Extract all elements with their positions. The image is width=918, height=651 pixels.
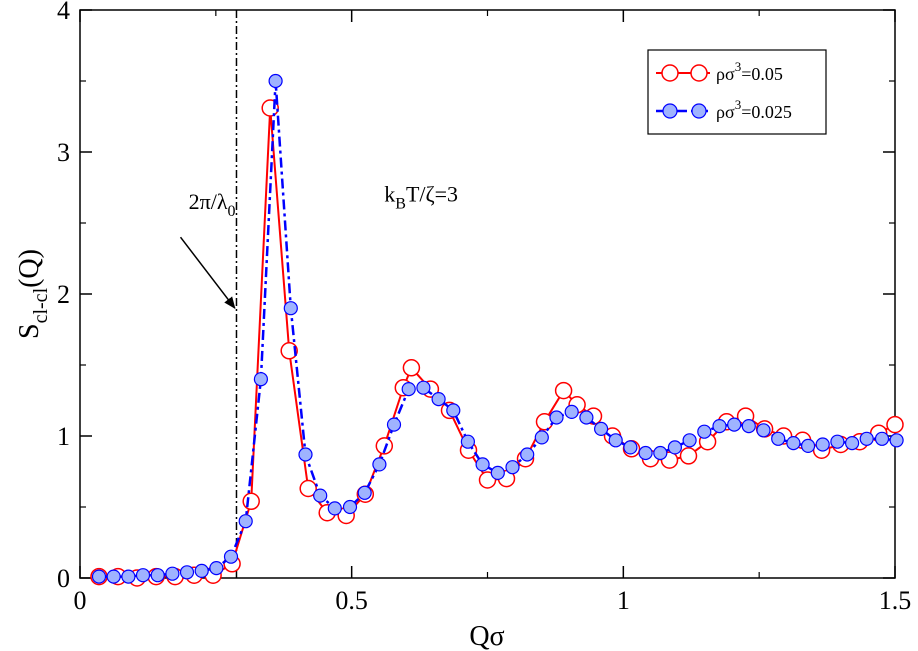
data-point (135, 568, 151, 583)
data-point (653, 445, 668, 461)
y-tick-labels: 0 1 2 3 4 (57, 0, 70, 593)
annotation-wavelength: 2π/λ0 (189, 189, 236, 220)
data-point (342, 499, 358, 515)
y-tick-label: 3 (57, 138, 70, 167)
data-point (741, 419, 756, 434)
data-point (623, 440, 638, 455)
legend-marker-series-1b (690, 64, 708, 82)
data-point (534, 430, 549, 445)
x-tick-label: 1.5 (879, 586, 912, 615)
data-point (490, 465, 505, 480)
data-point (298, 447, 313, 462)
axis-ticks (79, 9, 896, 579)
annotation-arrow (179, 236, 236, 309)
data-point (886, 415, 904, 434)
data-point (313, 488, 328, 503)
data-point (756, 423, 771, 438)
data-point (121, 569, 136, 584)
data-point (475, 457, 490, 472)
data-point (505, 460, 520, 475)
data-point (283, 301, 298, 316)
series-layer (90, 73, 904, 587)
data-point (446, 403, 461, 418)
x-tick-label: 0 (74, 586, 87, 615)
data-point (223, 549, 239, 564)
y-tick-label: 0 (57, 564, 70, 593)
data-point (460, 434, 475, 449)
annotation-temperature: kBT/ζ=3 (384, 182, 458, 213)
data-point (165, 566, 180, 581)
data-point (253, 372, 268, 387)
series-line (99, 80, 897, 578)
data-point (844, 436, 860, 451)
x-tick-label: 1 (617, 586, 630, 615)
data-point (372, 457, 387, 472)
data-point (554, 381, 573, 400)
legend-entry-series-1: ρσ3=0.05 (656, 59, 783, 84)
data-point (402, 359, 421, 377)
legend-marker-series-2 (662, 103, 678, 119)
data-point (179, 565, 195, 580)
data-point (638, 445, 653, 461)
data-point (889, 433, 904, 448)
data-point (859, 431, 874, 446)
data-point (697, 424, 712, 439)
data-point (682, 433, 697, 448)
data-point (712, 419, 727, 434)
data-point (268, 73, 283, 89)
data-point (593, 421, 609, 436)
data-point (549, 410, 564, 425)
series-2 (91, 73, 904, 584)
series-1 (90, 99, 904, 587)
data-point (564, 404, 579, 419)
legend-entry-series-2: ρσ3=0.025 (656, 97, 792, 122)
data-point (815, 437, 830, 452)
legend: ρσ3=0.05 ρσ3=0.025 (647, 49, 827, 135)
data-point (327, 501, 342, 516)
legend-box (647, 49, 827, 135)
x-axis-title: Qσ (469, 621, 504, 651)
series-line (99, 107, 896, 580)
legend-label-series-2: ρσ3=0.025 (716, 97, 792, 122)
data-point (242, 492, 260, 511)
data-point (771, 431, 786, 446)
data-point (401, 382, 416, 397)
data-point (874, 431, 890, 446)
y-tick-label: 1 (57, 422, 70, 451)
y-tick-label: 2 (57, 280, 70, 309)
data-point (667, 440, 683, 455)
x-tick-labels: 0 0.5 1 1.5 (74, 586, 912, 615)
data-point (431, 392, 446, 407)
data-point (299, 479, 317, 498)
data-point (786, 436, 801, 451)
data-point (91, 569, 107, 584)
data-point (150, 568, 165, 583)
data-point (727, 417, 742, 432)
y-axis-title: Scl-cl(Q) (14, 249, 52, 339)
data-point (238, 514, 253, 529)
data-point (679, 447, 698, 465)
data-point (386, 417, 402, 432)
data-point (209, 560, 224, 576)
legend-marker-series-1 (661, 64, 679, 82)
data-point (375, 437, 394, 455)
data-point (608, 433, 623, 448)
data-point (520, 447, 535, 462)
data-point (106, 569, 121, 584)
data-point (280, 342, 298, 360)
data-point (579, 410, 594, 425)
data-point (800, 438, 816, 453)
data-point (357, 485, 372, 500)
data-point (194, 563, 209, 579)
x-tick-label: 0.5 (335, 586, 368, 615)
data-point (830, 434, 845, 449)
legend-marker-series-2b (691, 103, 707, 119)
data-point (416, 380, 431, 395)
y-tick-label: 4 (57, 0, 70, 25)
legend-label-series-1: ρσ3=0.05 (716, 59, 783, 84)
